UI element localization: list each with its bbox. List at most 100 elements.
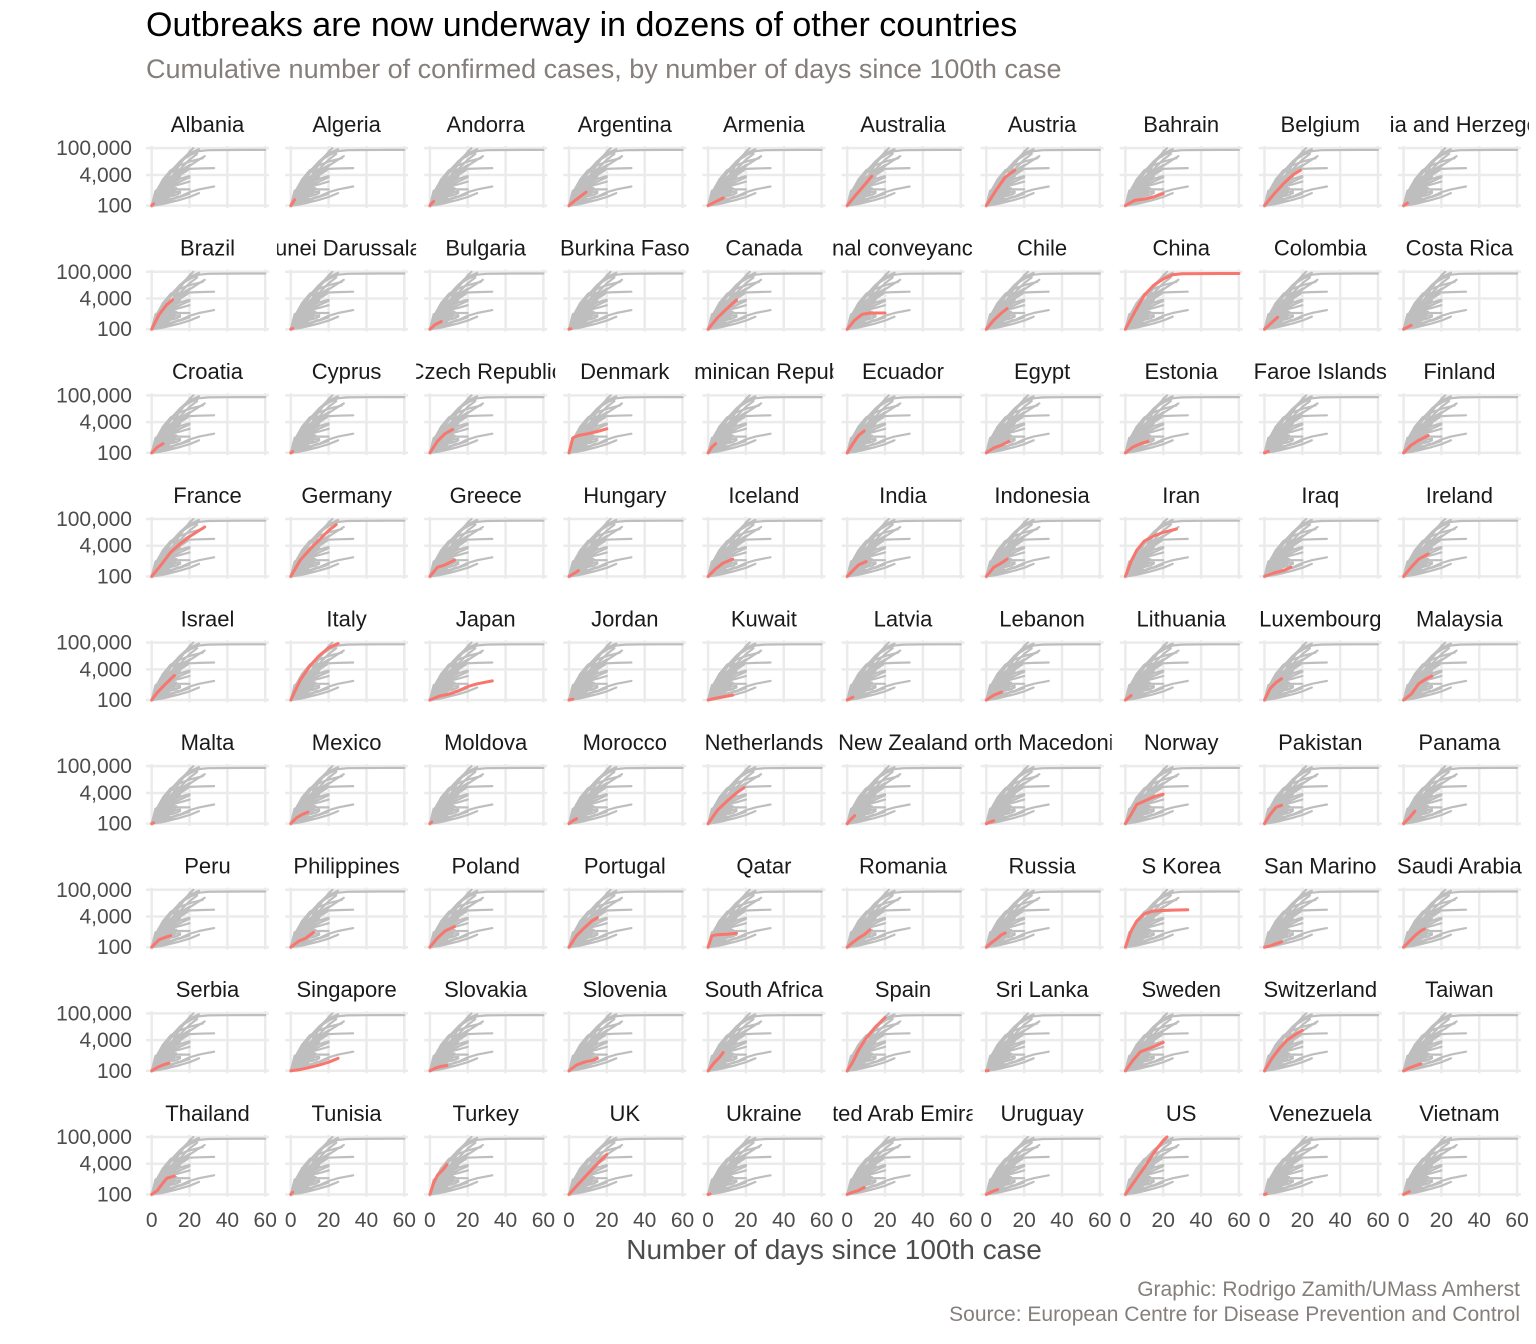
facet-panel: Egypt xyxy=(980,359,1104,456)
facet-strip-label: Armenia xyxy=(723,112,806,137)
background-series-line xyxy=(428,562,479,578)
y-tick-label: 100 xyxy=(97,565,132,588)
background-series-line xyxy=(985,192,1035,207)
y-tick-label: 100 xyxy=(97,195,132,218)
background-series-line xyxy=(1263,535,1304,578)
facet-panel: Belgium xyxy=(1258,112,1382,208)
y-tick-label: 100,000 xyxy=(56,384,132,407)
background-series-line xyxy=(706,545,727,578)
background-series-line xyxy=(567,315,618,331)
highlighted-series-line xyxy=(567,190,588,208)
background-series-line xyxy=(1263,315,1313,331)
facet-panel: Germany xyxy=(285,483,409,579)
facet-panel: Burkina Faso xyxy=(560,236,690,332)
facet-panel: Faroe Islands xyxy=(1254,359,1387,456)
highlighted-series-line xyxy=(1402,201,1409,208)
background-series-line xyxy=(428,421,448,454)
background-series-line xyxy=(289,659,330,702)
background-series-line xyxy=(1124,192,1174,207)
highlighted-series-line xyxy=(150,674,176,702)
highlighted-series-line xyxy=(706,196,725,208)
chart-subtitle: Cumulative number of confirmed cases, by… xyxy=(146,54,1062,84)
background-series-line xyxy=(567,270,612,331)
highlighted-series-line xyxy=(1123,272,1241,331)
background-series-line xyxy=(706,517,751,578)
background-series-line xyxy=(289,439,340,454)
background-series-line xyxy=(289,147,334,207)
background-series-line xyxy=(150,394,195,454)
background-series-line xyxy=(150,147,195,207)
highlighted-series-line xyxy=(845,429,866,455)
facet-panel: International conveyance (Japan) xyxy=(740,236,1065,332)
background-series-line xyxy=(846,562,896,578)
facet-strip-label: Burkina Faso xyxy=(560,236,690,261)
background-series-line xyxy=(567,535,608,578)
facet-strip-label: Colombia xyxy=(1274,236,1368,261)
facet-strip-label: Lithuania xyxy=(1137,606,1227,631)
facet-panel: Bosnia and Herzegovina xyxy=(1390,112,1529,208)
background-series-line xyxy=(985,315,1035,331)
facet-panel: Algeria xyxy=(285,112,409,208)
facet-panel: France 100 4,000 100,000 xyxy=(56,483,269,588)
y-tick-label: 100,000 xyxy=(56,508,132,531)
facet-strip-label: Germany xyxy=(301,483,391,508)
facet-strip-label: International conveyance (Japan) xyxy=(740,236,1065,261)
facet-panel: Lithuania xyxy=(1119,606,1243,703)
facet-strip-label: Malta xyxy=(181,730,236,755)
background-series-line xyxy=(428,298,448,331)
highlighted-series-line xyxy=(1123,527,1178,578)
background-series-line xyxy=(1402,394,1447,454)
background-series-line xyxy=(289,421,309,454)
background-series-line xyxy=(846,192,896,207)
highlighted-series-line xyxy=(150,442,165,455)
facet-panel: Iraq xyxy=(1258,483,1382,579)
facet-strip-label: Greece xyxy=(450,483,522,508)
background-series-line xyxy=(1124,439,1174,454)
background-series-line xyxy=(1124,517,1169,578)
background-series-line xyxy=(1124,147,1169,207)
highlighted-series-line xyxy=(289,523,338,578)
background-series-line xyxy=(428,517,473,578)
background-series-line xyxy=(567,439,618,454)
facet-panel: Kuwait xyxy=(702,606,826,703)
background-series-line xyxy=(1124,562,1174,578)
background-series-line xyxy=(150,192,201,207)
background-series-line xyxy=(567,545,588,578)
facet-strip-label: Malaysia xyxy=(1416,606,1504,631)
facet-strip-label: Italy xyxy=(326,606,366,631)
background-series-line xyxy=(289,288,330,331)
background-series-line xyxy=(985,439,1035,454)
background-series-line xyxy=(1402,298,1422,331)
highlighted-series-line xyxy=(1263,315,1280,331)
highlighted-series-line xyxy=(567,569,580,578)
chart-title: Outbreaks are now underway in dozens of … xyxy=(146,6,1018,44)
highlighted-series-line xyxy=(289,642,340,702)
background-series-line xyxy=(1402,562,1453,578)
background-series-line xyxy=(846,411,887,454)
highlighted-series-line xyxy=(428,558,456,578)
highlighted-series-line xyxy=(1123,439,1150,455)
background-series-line xyxy=(985,562,1035,578)
background-series-line xyxy=(289,535,330,578)
facet-panel: Iceland xyxy=(702,483,826,579)
facet-strip-label: Egypt xyxy=(1014,359,1070,384)
facet-strip-label: Cyprus xyxy=(312,359,382,384)
facet-panel: Bahrain xyxy=(1119,112,1243,208)
facet-strip-label: Belgium xyxy=(1281,112,1360,137)
background-series-line xyxy=(1124,270,1169,331)
facet-strip-label: Canada xyxy=(725,236,803,261)
facet-strip-label: Australia xyxy=(860,112,946,137)
highlighted-series-line xyxy=(845,174,874,208)
background-series-line xyxy=(846,174,866,207)
background-series-line xyxy=(706,164,748,207)
highlighted-series-line xyxy=(984,557,1009,578)
background-series-line xyxy=(567,147,612,207)
background-series-line xyxy=(706,562,757,578)
y-tick-label: 100,000 xyxy=(56,137,132,160)
background-series-line xyxy=(150,686,201,702)
background-series-line xyxy=(150,270,195,331)
facet-strip-label: Dominican Republic xyxy=(666,359,862,384)
y-tick-label: 100 xyxy=(97,442,132,465)
background-series-line xyxy=(1124,288,1165,331)
background-series-line xyxy=(289,686,340,702)
